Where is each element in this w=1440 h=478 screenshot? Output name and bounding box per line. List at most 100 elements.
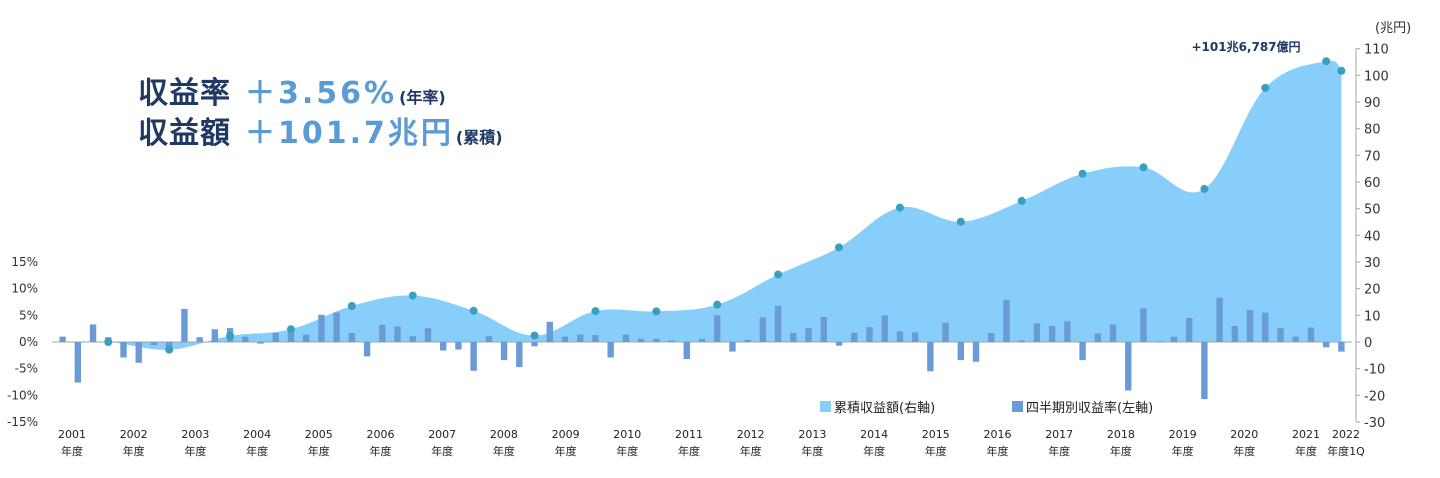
x-axis-fiscal-suffix: 年度	[740, 444, 762, 458]
quarterly-return-bar	[287, 332, 295, 342]
quarterly-return-bar	[759, 317, 767, 342]
cumulative-point-marker	[1322, 57, 1331, 66]
quarterly-return-bar	[455, 342, 462, 350]
x-axis-fiscal-suffix: 年度	[370, 444, 392, 458]
quarterly-return-bar	[1094, 333, 1102, 342]
x-axis-fiscal-suffix: 年度	[925, 444, 947, 458]
quarterly-return-bar	[805, 328, 812, 342]
quarterly-return-bar	[348, 332, 356, 342]
quarterly-return-bar	[1033, 323, 1041, 342]
quarterly-return-bar	[440, 342, 447, 351]
quarterly-return-bar	[729, 342, 736, 352]
quarterly-return-bar	[1048, 326, 1056, 342]
right-axis-tick-label: -10	[1364, 363, 1385, 378]
right-axis-tick-label: 50	[1364, 203, 1381, 218]
x-axis-year-label: 2017	[1045, 428, 1073, 441]
quarterly-return-bar	[1277, 328, 1284, 342]
return-rate-headline: 収益率 ＋3.56% (年率)	[138, 68, 446, 112]
quarterly-return-bar	[1338, 342, 1345, 352]
quarterly-return-bar	[165, 342, 173, 348]
quarterly-return-bar	[1185, 318, 1193, 342]
cumulative-point-marker	[956, 217, 965, 226]
quarterly-return-bar	[333, 312, 340, 342]
quarterly-return-bar	[516, 342, 523, 368]
x-axis-fiscal-suffix: 年度	[863, 444, 885, 458]
legend-swatch-quarterly	[1012, 401, 1023, 412]
quarterly-return-bar	[851, 332, 858, 342]
right-axis-tick-label: 100	[1364, 69, 1389, 84]
right-axis-tick-label: 110	[1364, 43, 1389, 58]
quarterly-return-bar	[1170, 336, 1178, 342]
quarterly-return-bar	[683, 342, 690, 360]
return-amount-note: (累積)	[455, 128, 503, 147]
cumulative-point-marker	[530, 331, 539, 340]
quarterly-return-bar	[318, 314, 325, 342]
right-axis-tick-label: 80	[1364, 123, 1381, 138]
quarterly-return-bar	[744, 339, 751, 342]
quarterly-return-bar	[957, 342, 964, 361]
x-axis-year-label: 2008	[490, 428, 518, 441]
cumulative-point-marker	[1261, 83, 1270, 92]
left-axis-tick-label: -15%	[7, 415, 38, 429]
x-axis-fiscal-suffix: 年度	[1110, 444, 1132, 458]
quarterly-return-bar	[561, 336, 569, 342]
quarterly-return-bar	[302, 334, 310, 342]
peak-value-annotation: +101兆6,787億円	[1191, 39, 1300, 54]
cumulative-point-marker	[652, 307, 661, 316]
quarterly-return-bar	[1292, 336, 1299, 342]
right-axis-tick-label: -30	[1364, 416, 1385, 431]
quarterly-return-bar	[896, 331, 904, 342]
return-amount-headline: 収益額 ＋101.7兆円 (累積)	[138, 108, 503, 152]
cumulative-point-marker	[286, 325, 295, 334]
left-axis-tick-label: 5%	[19, 308, 38, 322]
quarterly-return-bar	[470, 342, 477, 371]
quarterly-return-bar	[500, 342, 508, 361]
quarterly-return-bar	[622, 334, 630, 342]
cumulative-point-marker	[1078, 169, 1087, 178]
quarterly-return-bar	[835, 342, 843, 346]
quarterly-return-bar	[1201, 342, 1208, 400]
quarterly-return-bar	[1231, 326, 1239, 342]
x-axis-year-label: 2015	[922, 428, 950, 441]
quarterly-return-bar	[607, 342, 614, 358]
x-axis-fiscal-suffix: 年度	[246, 444, 268, 458]
x-axis-fiscal-suffix: 年度	[1233, 444, 1255, 458]
x-axis-fiscal-suffix: 年度	[493, 444, 515, 458]
x-axis-year-label: 2016	[984, 428, 1012, 441]
left-axis-tick-label: 10%	[11, 282, 38, 296]
return-amount-value: ＋101.7兆円	[245, 116, 454, 151]
quarterly-return-bar	[1109, 324, 1117, 342]
x-axis-fiscal-suffix: 年度	[431, 444, 453, 458]
x-axis-year-label: 2012	[737, 428, 765, 441]
cumulative-point-marker	[469, 306, 478, 315]
x-axis-year-label: 2009	[552, 428, 580, 441]
quarterly-return-bar	[242, 336, 249, 342]
quarterly-return-bar	[637, 338, 645, 342]
left-axis-tick-label: 15%	[11, 255, 38, 269]
quarterly-return-bar	[577, 334, 584, 342]
x-axis-year-label: 2022	[1332, 428, 1360, 441]
cumulative-point-marker	[1337, 66, 1346, 75]
x-axis-year-label: 2005	[305, 428, 333, 441]
x-axis-year-label: 2013	[798, 428, 826, 441]
cumulative-point-marker	[165, 345, 174, 354]
right-axis-tick-label: 90	[1364, 96, 1381, 111]
quarterly-return-bar	[1216, 297, 1223, 342]
quarterly-return-bar	[546, 321, 553, 342]
quarterly-return-bar	[1140, 308, 1147, 342]
quarterly-return-bar	[698, 338, 706, 342]
cumulative-return-area	[57, 60, 1342, 350]
return-rate-value: ＋3.56%	[245, 76, 398, 111]
quarterly-return-bar	[379, 324, 386, 342]
quarterly-return-bar	[1246, 310, 1254, 342]
cumulative-point-marker	[895, 203, 904, 212]
x-axis-fiscal-suffix: 年度	[123, 444, 145, 458]
x-axis-fiscal-suffix: 年度	[1295, 444, 1317, 458]
quarterly-return-bar	[59, 336, 66, 342]
cumulative-point-marker	[226, 331, 235, 340]
right-axis-tick-label: 10	[1364, 309, 1381, 324]
x-axis-fiscal-suffix: 年度	[987, 444, 1009, 458]
quarterly-return-bar	[1322, 342, 1330, 348]
cumulative-point-marker	[713, 300, 722, 309]
